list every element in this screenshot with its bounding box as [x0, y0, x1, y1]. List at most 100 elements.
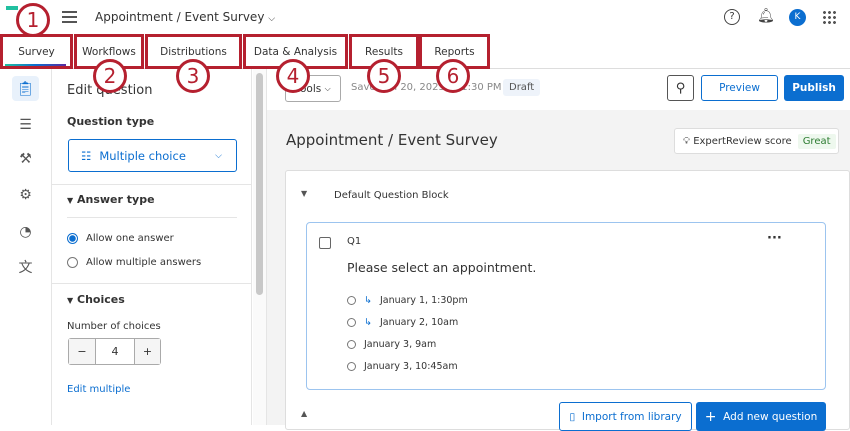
- logo: [6, 6, 18, 10]
- question-card[interactable]: Q1 ··· Please select an appointment. ↳ Ja…: [306, 222, 826, 390]
- gauge-icon[interactable]: ◔: [19, 223, 32, 240]
- paint-roller-icon[interactable]: ⚒: [19, 150, 32, 167]
- choice-label: January 3, 10:45am: [364, 360, 458, 372]
- expert-review-button[interactable]: 💡︎ ExpertReview score Great: [674, 128, 839, 154]
- choice-item[interactable]: January 3, 9am: [347, 333, 468, 355]
- answer-type-toggle[interactable]: ▼ Answer type: [67, 193, 155, 206]
- question-type-label: Question type: [67, 115, 155, 128]
- edit-multiple-link[interactable]: Edit multiple: [67, 384, 131, 395]
- question-id: Q1: [347, 236, 362, 247]
- chevron-down-icon: ⌵: [215, 150, 222, 161]
- callout-1: 1: [16, 3, 50, 37]
- choices-label: Choices: [77, 293, 125, 306]
- number-of-choices-label: Number of choices: [67, 321, 161, 332]
- blocks-icon[interactable]: ☰: [19, 116, 32, 133]
- caret-down-icon: ▼: [67, 296, 74, 305]
- question-block: ▼ Default Question Block Q1 ··· Please s…: [285, 170, 850, 431]
- callout-5: 5: [367, 59, 401, 93]
- clipboard-icon[interactable]: 📋︎: [12, 76, 39, 101]
- book-icon: ▯: [569, 410, 576, 423]
- saved-status: Saved Jul 20, 2023 at 1:30 PM: [351, 82, 502, 93]
- choice-item[interactable]: January 3, 10:45am: [347, 355, 468, 377]
- callout-2: 2: [93, 59, 127, 93]
- panel-scrollbar[interactable]: [253, 69, 267, 425]
- status-badge: Draft: [503, 79, 541, 96]
- choices-count-input[interactable]: 4: [111, 345, 119, 358]
- expert-review-label: ExpertReview score: [693, 135, 792, 147]
- choice-list: ↳ January 1, 1:30pm ↳ January 2, 10am Janu…: [347, 289, 468, 377]
- question-text[interactable]: Please select an appointment.: [347, 260, 537, 275]
- choice-item[interactable]: ↳ January 1, 1:30pm: [347, 289, 468, 311]
- radio-unchecked: [347, 361, 356, 371]
- collapse-block-icon[interactable]: ▼: [301, 189, 308, 198]
- branch-icon: ↳: [364, 294, 372, 306]
- menu-icon[interactable]: [62, 11, 77, 23]
- survey-title-dropdown[interactable]: Appointment / Event Survey ⌵: [95, 10, 275, 24]
- tab-label: Results: [365, 45, 403, 58]
- list-icon: ☷: [81, 148, 92, 163]
- choice-label: January 3, 9am: [364, 338, 437, 350]
- expert-review-score: Great: [797, 133, 836, 149]
- caret-down-icon: ▼: [67, 196, 74, 205]
- radio-unchecked: [347, 339, 356, 349]
- radio-allow-multiple[interactable]: Allow multiple answers: [67, 257, 201, 268]
- radio-label: Allow multiple answers: [86, 257, 202, 268]
- choices-stepper: − 4 +: [68, 338, 161, 365]
- add-label: Add new question: [723, 410, 818, 423]
- chevron-down-icon: ⌵: [324, 83, 331, 93]
- question-checkbox[interactable]: [319, 237, 331, 249]
- survey-title: Appointment / Event Survey: [95, 10, 265, 24]
- left-icon-rail: 📋︎ ☰ ⚒ ⚙ ◔ 文: [0, 69, 52, 425]
- callout-6: 6: [436, 59, 470, 93]
- tab-label: Data & Analysis: [253, 45, 338, 58]
- help-icon[interactable]: ?: [724, 9, 740, 25]
- callout-3: 3: [176, 59, 210, 93]
- decrement-button[interactable]: −: [69, 339, 96, 364]
- answer-type-label: Answer type: [77, 193, 155, 206]
- choice-label: January 2, 10am: [379, 316, 459, 328]
- increment-button[interactable]: +: [134, 339, 160, 364]
- radio-checked: [67, 233, 78, 244]
- search-button[interactable]: ⚲: [667, 75, 694, 101]
- tab-label: Survey: [18, 45, 55, 58]
- survey-canvas: Appointment / Event Survey 💡︎ ExpertRevi…: [267, 110, 850, 431]
- callout-4: 4: [276, 59, 310, 93]
- preview-button[interactable]: Preview: [701, 75, 778, 101]
- search-icon: ⚲: [675, 80, 686, 96]
- question-type-value: Multiple choice: [99, 148, 186, 163]
- collapse-up-icon[interactable]: ▲: [301, 409, 308, 418]
- tab-label: Workflows: [82, 45, 136, 58]
- question-type-select[interactable]: ☷ Multiple choice ⌵: [68, 139, 237, 172]
- tab-bar: Survey Workflows Distributions Data & An…: [0, 34, 850, 69]
- publish-button[interactable]: Publish: [784, 75, 844, 101]
- import-from-library-button[interactable]: ▯ Import from library: [559, 402, 692, 431]
- tab-label: Distributions: [160, 45, 227, 58]
- chevron-down-icon: ⌵: [268, 14, 276, 24]
- tab-label: Reports: [434, 45, 475, 58]
- top-bar: Appointment / Event Survey ⌵ ? 🔔︎ K: [0, 0, 850, 34]
- radio-unchecked: [347, 295, 356, 305]
- survey-title: Appointment / Event Survey: [286, 131, 498, 149]
- plus-icon: +: [704, 408, 717, 425]
- bell-icon[interactable]: 🔔︎: [757, 8, 775, 24]
- radio-unchecked: [67, 257, 78, 268]
- survey-options-icon[interactable]: ⚙: [19, 186, 32, 203]
- apps-grid-icon[interactable]: [822, 10, 836, 24]
- import-label: Import from library: [581, 410, 682, 423]
- more-options-icon[interactable]: ···: [767, 231, 782, 246]
- scrollbar-thumb[interactable]: [256, 73, 263, 295]
- lightbulb-icon: 💡︎: [683, 135, 690, 147]
- choice-label: January 1, 1:30pm: [379, 294, 468, 306]
- choice-item[interactable]: ↳ January 2, 10am: [347, 311, 468, 333]
- translate-icon[interactable]: 文: [18, 259, 33, 276]
- branch-icon: ↳: [364, 316, 372, 328]
- radio-label: Allow one answer: [86, 233, 174, 244]
- avatar[interactable]: K: [789, 9, 806, 26]
- edit-question-panel: Edit question Question type ☷ Multiple ch…: [52, 69, 252, 425]
- choices-toggle[interactable]: ▼ Choices: [67, 293, 125, 306]
- add-new-question-button[interactable]: + Add new question: [696, 402, 826, 431]
- tab-survey[interactable]: Survey: [0, 34, 73, 69]
- radio-allow-one[interactable]: Allow one answer: [67, 233, 174, 244]
- block-name[interactable]: Default Question Block: [334, 190, 449, 201]
- radio-unchecked: [347, 317, 356, 327]
